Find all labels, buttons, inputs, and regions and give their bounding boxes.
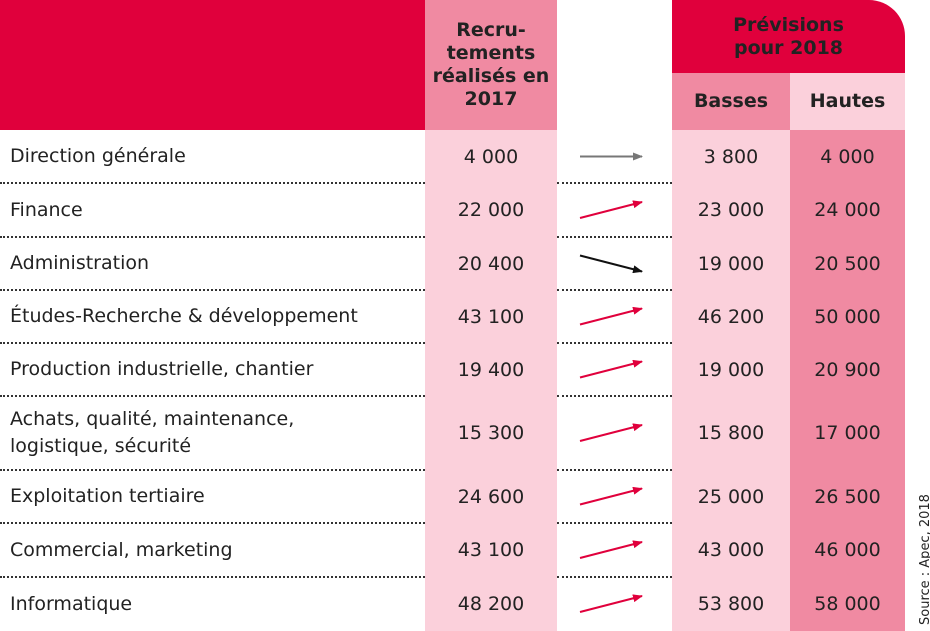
low-value: 53 800 [697,593,765,615]
realized-header: Recru-tements réalisés en 2017 [425,0,557,130]
row-label: Études-Recherche & développement [10,305,358,328]
row-separator [557,522,672,524]
high-header: Hautes [790,73,905,130]
low-header: Basses [672,73,790,130]
source: Source : Apec, 2018 [918,494,930,625]
row-label: Administration [10,252,150,275]
realized-value: 24 600 [457,485,525,508]
low-value: 19 000 [697,252,765,275]
trend-arrow [579,306,643,326]
row-label: Commercial, marketing [10,538,233,561]
high-value: 58 000 [814,593,881,615]
header-line: Prévisions [733,13,844,36]
high-col-bg [790,130,905,631]
low-value: 23 000 [697,199,765,221]
row-label: Production industrielle, chantier [10,358,314,381]
realized-value: 20 400 [457,252,525,275]
low-value: 46 200 [697,305,765,328]
trend-arrow [579,594,643,613]
row-label: Achats, qualité, maintenance, logistique… [10,408,295,457]
header-line: Recru- [456,19,526,42]
realized-col-bg [425,130,557,631]
row-separator [0,469,425,471]
row-separator [0,289,425,291]
row-label: Informatique [10,592,133,615]
row-separator [557,289,672,291]
trend-arrow [579,359,643,379]
high-value: 50 000 [814,305,881,328]
header-line: pour 2018 [733,36,844,59]
high-value: 46 000 [814,539,881,561]
low-value: 25 000 [697,485,765,508]
row-separator [557,342,672,344]
low-value: 15 800 [697,422,765,444]
row-separator [557,469,672,471]
forecast-header: Prévisions pour 2018 [672,0,905,73]
high-value: 26 500 [814,485,881,508]
row-separator [557,395,672,397]
low-value: 3 800 [703,145,759,168]
realized-value: 19 400 [457,358,525,381]
high-value: 20 500 [814,252,881,275]
row-separator [0,182,425,184]
row-label: Exploitation tertiaire [10,485,205,508]
trend-arrow [579,486,643,506]
high-value: 4 000 [820,145,875,168]
trend-arrow [579,540,643,559]
trend-arrow [579,254,643,274]
trend-arrow [579,200,643,219]
trend-arrow [579,423,643,442]
row-separator [0,395,425,397]
row-separator [557,236,672,238]
row-separator [0,236,425,238]
row-label: Direction générale [10,145,186,168]
realized-value: 15 300 [457,422,525,444]
high-value: 24 000 [814,199,881,221]
high-value: 17 000 [814,422,881,444]
realized-value: 43 100 [457,539,525,561]
realized-value: 48 200 [457,593,525,615]
row-separator [557,182,672,184]
row-separator [0,576,425,578]
realized-value: 22 000 [457,199,525,221]
header-bg [0,0,425,130]
header-line: réalisés en [432,65,550,87]
low-value: 19 000 [697,358,765,381]
low-value: 43 000 [697,539,765,561]
row-separator [0,522,425,524]
header-line: 2017 [464,87,518,110]
high-value: 20 900 [814,358,881,381]
low-col-bg [672,130,790,631]
row-separator [0,342,425,344]
realized-value: 43 100 [457,305,525,328]
header-line: tements [446,42,536,65]
row-label: Finance [10,198,83,221]
row-separator [557,576,672,578]
realized-value: 4 000 [463,145,519,168]
